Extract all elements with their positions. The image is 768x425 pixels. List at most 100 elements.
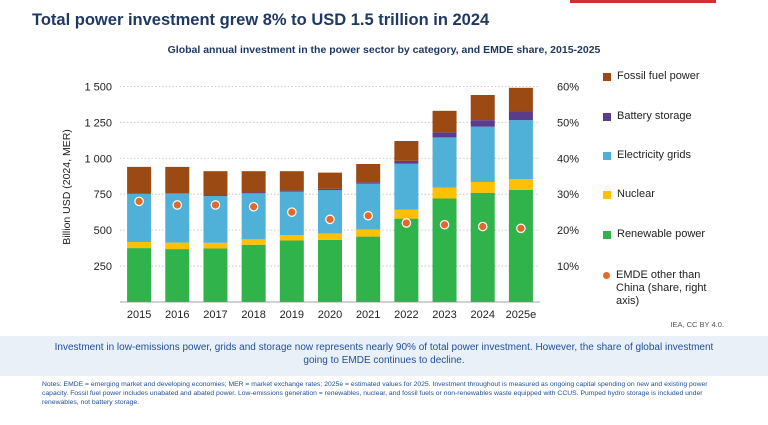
legend-label: Fossil fuel power	[617, 70, 700, 82]
legend-label: EMDE other than China (share, right axis…	[616, 269, 707, 307]
bar-segment	[356, 183, 381, 230]
emde-share-dot	[172, 200, 183, 210]
bar-segment	[356, 229, 381, 237]
x-tick-label: 2016	[165, 309, 189, 321]
bar-segment	[356, 182, 381, 184]
y2-tick-label: 30%	[557, 189, 579, 201]
bar-segment	[241, 192, 266, 194]
bar-segment	[394, 218, 419, 302]
bar-segment	[203, 248, 228, 302]
legend-label: Nuclear	[617, 188, 655, 200]
bar-segment	[394, 163, 419, 210]
legend-item: Fossil fuel power	[603, 70, 727, 83]
bar-segment	[203, 171, 228, 196]
emde-share-dot	[516, 223, 526, 234]
x-tick-label: 2021	[356, 309, 380, 321]
bar-segment	[165, 249, 190, 302]
x-tick-label: 2023	[432, 309, 456, 321]
bar-segment	[241, 239, 266, 245]
emde-share-dot	[363, 210, 373, 221]
legend-label: Electricity grids	[617, 149, 691, 161]
bar-segment	[241, 193, 266, 240]
y2-tick-label: 50%	[557, 117, 579, 129]
x-tick-label: 2024	[470, 309, 494, 321]
investment-chart: 250 500 750 1 000 1 250 1 500 10% 20% 30% 40% 50% 6…	[61, 81, 579, 321]
bar-segment	[318, 239, 342, 302]
bar-segment	[394, 160, 419, 164]
emde-share-dot	[134, 196, 144, 207]
y2-tick-label: 20%	[557, 225, 579, 237]
emde-share-dot	[401, 218, 412, 228]
bar-segment	[279, 171, 304, 191]
legend-label: Battery storage	[617, 110, 692, 122]
chart-emde-dots	[134, 196, 526, 234]
chart-caption: Investment in low-emissions power, grids…	[54, 342, 714, 366]
y-axis-label: Billion USD (2024, MER)	[61, 129, 73, 245]
bar-segment	[470, 126, 495, 182]
y-tick-label: 750	[94, 189, 112, 201]
bar-segment	[432, 110, 457, 133]
bar-segment	[470, 95, 495, 121]
legend-label: Renewable power	[617, 228, 706, 240]
bar-segment	[165, 242, 190, 250]
bar-segment	[127, 248, 152, 302]
legend-swatch	[603, 73, 611, 81]
chart-bars	[127, 87, 533, 302]
bar-segment	[508, 189, 533, 302]
source-credit: IEA, CC BY 4.0.	[670, 320, 724, 329]
legend-item: Battery storage	[603, 110, 727, 123]
emde-share-dot	[439, 219, 450, 230]
legend-swatch	[603, 113, 611, 121]
bar-segment	[203, 195, 228, 197]
bar-segment	[508, 111, 533, 121]
bar-segment	[279, 235, 304, 241]
chart-axes: 250 500 750 1 000 1 250 1 500 10% 20% 30% 40% 50% 6…	[61, 81, 579, 321]
chart-notes: Notes: EMDE = emerging market and develo…	[42, 381, 708, 406]
y-tick-label: 1 000	[84, 153, 112, 165]
x-tick-label: 2015	[127, 309, 151, 321]
legend-swatch	[603, 272, 610, 279]
bar-segment	[165, 166, 190, 194]
legend-item: EMDE other than China (share, right axis…	[603, 269, 726, 308]
bar-segment	[470, 181, 495, 193]
y2-tick-label: 60%	[557, 81, 579, 93]
bar-segment	[356, 236, 381, 302]
header-accent-bar	[570, 0, 716, 3]
y2-tick-label: 40%	[557, 153, 579, 165]
y-tick-label: 250	[94, 261, 112, 273]
x-tick-label: 2018	[241, 309, 265, 321]
legend-item: Renewable power	[603, 228, 727, 241]
y-tick-label: 1 500	[84, 81, 112, 93]
bar-segment	[318, 188, 342, 191]
emde-share-dot	[210, 200, 221, 210]
y2-tick-label: 10%	[557, 261, 579, 273]
bar-segment	[127, 166, 152, 194]
bar-segment	[470, 120, 495, 127]
page-title: Total power investment grew 8% to USD 1.…	[32, 11, 490, 29]
y-tick-label: 500	[94, 225, 112, 237]
x-tick-label: 2019	[280, 309, 304, 321]
bar-segment	[203, 242, 228, 249]
bar-segment	[356, 164, 381, 183]
legend-swatch	[603, 191, 611, 199]
emde-share-dot	[325, 214, 335, 225]
bar-segment	[318, 172, 342, 189]
bar-segment	[241, 244, 266, 302]
bar-segment	[508, 179, 533, 190]
bar-segment	[432, 187, 457, 199]
legend-item: Nuclear	[603, 188, 727, 201]
bar-segment	[241, 171, 266, 193]
bar-segment	[318, 233, 342, 240]
caption-box	[0, 336, 768, 376]
emde-share-dot	[477, 221, 488, 232]
bar-segment	[279, 190, 304, 192]
bar-segment	[432, 132, 457, 138]
bar-segment	[432, 137, 457, 188]
bar-segment	[508, 87, 533, 112]
bar-segment	[127, 242, 152, 249]
bar-segment	[394, 209, 419, 219]
legend-swatch	[603, 231, 611, 239]
y-tick-label: 1 250	[84, 117, 112, 129]
chart-subtitle: Global annual investment in the power se…	[167, 44, 601, 56]
x-tick-label: 2017	[203, 309, 227, 321]
